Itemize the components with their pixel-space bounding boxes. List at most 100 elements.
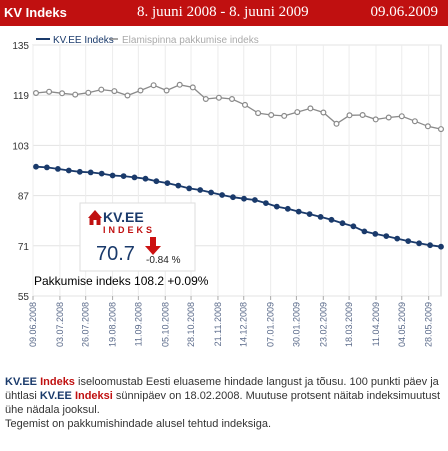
data-point-pakkumine	[215, 94, 222, 101]
data-point-pakkumine	[163, 87, 170, 94]
data-point-kv	[219, 192, 226, 198]
data-point-pakkumine	[398, 113, 405, 120]
data-point-kv	[197, 187, 204, 193]
x-tick-label: 04.05.2009	[397, 302, 407, 347]
badge-value: 70.7	[96, 243, 135, 265]
x-tick-label: 11.04.2009	[371, 302, 381, 346]
data-point-kv	[120, 173, 127, 180]
data-point-kv	[241, 195, 247, 202]
x-axis: 09.06.2008 03.07.2008 26.07.2008 19.08.2008…	[28, 296, 434, 347]
data-point-pakkumine	[346, 112, 353, 119]
legend: KV.EE Indeks Elamispinna pakkumise indek…	[36, 35, 259, 46]
data-point-kv	[416, 240, 423, 247]
data-point-pakkumine	[281, 112, 288, 119]
x-tick-label: 05.10.2008	[160, 302, 170, 347]
data-point-pakkumine	[438, 126, 445, 133]
data-point-pakkumine	[424, 123, 431, 130]
data-point-pakkumine	[150, 82, 157, 89]
x-tick-label: 07.01.2009	[266, 302, 276, 347]
pakkumise-indeks-label: Pakkumise indeks 108.2 +0.09%	[34, 274, 209, 288]
legend-label-pakkumine: Elamispinna pakkumise indeks	[122, 35, 259, 46]
description: KV.EE Indeks iseloomustab Eesti eluaseme…	[5, 375, 443, 431]
data-point-pakkumine	[294, 109, 301, 116]
data-point-kv	[339, 220, 346, 227]
badge-logo-kv: KV.EE	[103, 209, 144, 225]
x-tick-label: 30.01.2009	[291, 302, 301, 347]
data-point-pakkumine	[124, 92, 131, 99]
description-line1: iseloomustab Eesti eluaseme hindade lang…	[5, 376, 439, 402]
y-tick-label: 71	[18, 242, 30, 253]
data-point-pakkumine	[137, 87, 144, 94]
data-point-kv	[317, 213, 324, 220]
y-axis: 55 71 87 103 119 135	[12, 41, 29, 303]
data-point-pakkumine	[307, 105, 314, 112]
data-point-kv	[98, 170, 105, 177]
data-point-kv	[273, 203, 280, 210]
data-point-pakkumine	[59, 90, 66, 97]
data-point-pakkumine	[32, 89, 39, 96]
index-title: KV Indeks	[4, 5, 67, 20]
data-point-pakkumine	[98, 86, 105, 93]
description-paragraph: KV.EE Indeks iseloomustab Eesti eluaseme…	[5, 375, 443, 417]
x-tick-label: 28.05.2009	[424, 302, 434, 347]
data-point-kv	[306, 211, 313, 218]
data-point-kv	[164, 180, 171, 187]
data-point-pakkumine	[385, 114, 392, 121]
y-tick-label: 87	[18, 192, 30, 203]
data-point-kv	[295, 208, 302, 215]
data-point-kv	[438, 243, 444, 250]
x-tick-label: 03.07.2008	[55, 302, 65, 347]
index-badge: KV.EE INDEKS 70.7 -0.84 %	[79, 202, 196, 272]
data-point-pakkumine	[85, 89, 92, 96]
data-point-kv	[251, 197, 258, 203]
brand-kv-2: KV.EE	[39, 390, 72, 402]
x-tick-label: 26.07.2008	[81, 302, 91, 347]
data-point-pakkumine	[229, 95, 236, 102]
data-point-pakkumine	[189, 84, 196, 91]
data-point-pakkumine	[411, 118, 418, 125]
data-point-kv	[361, 228, 368, 235]
data-point-kv	[394, 235, 401, 242]
data-point-kv	[175, 182, 182, 189]
data-point-pakkumine	[46, 88, 53, 95]
data-point-kv	[372, 230, 379, 237]
x-tick-label: 18.03.2009	[344, 302, 354, 347]
current-date: 09.06.2009	[370, 4, 439, 20]
brand-kv: KV.EE	[5, 376, 38, 388]
x-tick-label: 21.11.2008	[213, 302, 223, 346]
badge-box	[79, 202, 196, 272]
data-point-pakkumine	[359, 111, 366, 118]
data-point-kv	[55, 165, 61, 172]
data-point-kv	[383, 233, 390, 240]
date-range: 8. juuni 2008 - 8. juuni 2009	[137, 4, 309, 20]
x-tick-label: 14.12.2008	[239, 302, 249, 347]
data-point-kv	[427, 242, 434, 249]
description-line2: sünnipäev on 18.02.2008. Muutuse protsen…	[5, 390, 441, 416]
x-tick-label: 11.09.2008	[133, 302, 143, 346]
house-logo-icon	[88, 210, 102, 225]
x-tick-label: 09.06.2008	[28, 302, 38, 347]
data-point-kv	[153, 178, 160, 185]
data-point-kv	[208, 189, 215, 196]
y-tick-label: 119	[13, 91, 29, 102]
brand-indeksi: Indeksi	[74, 390, 113, 402]
data-point-pakkumine	[255, 110, 262, 117]
y-tick-label: 103	[12, 141, 29, 152]
data-point-kv	[186, 185, 193, 192]
data-point-kv	[44, 164, 50, 171]
x-tick-label: 28.10.2008	[186, 302, 196, 347]
data-point-pakkumine	[372, 116, 379, 123]
data-point-pakkumine	[333, 120, 340, 127]
data-point-pakkumine	[72, 91, 79, 98]
data-point-kv	[65, 167, 72, 174]
data-point-pakkumine	[268, 111, 275, 118]
y-tick-label: 135	[12, 41, 29, 52]
data-point-kv	[109, 172, 116, 179]
data-point-kv	[230, 194, 236, 201]
data-point-pakkumine	[202, 95, 209, 102]
y-tick-label: 55	[18, 292, 30, 303]
brand-indeks: Indeks	[40, 376, 75, 388]
series-line-pakkumine	[35, 84, 442, 130]
badge-change: -0.84 %	[146, 255, 181, 266]
data-point-kv	[328, 216, 335, 223]
